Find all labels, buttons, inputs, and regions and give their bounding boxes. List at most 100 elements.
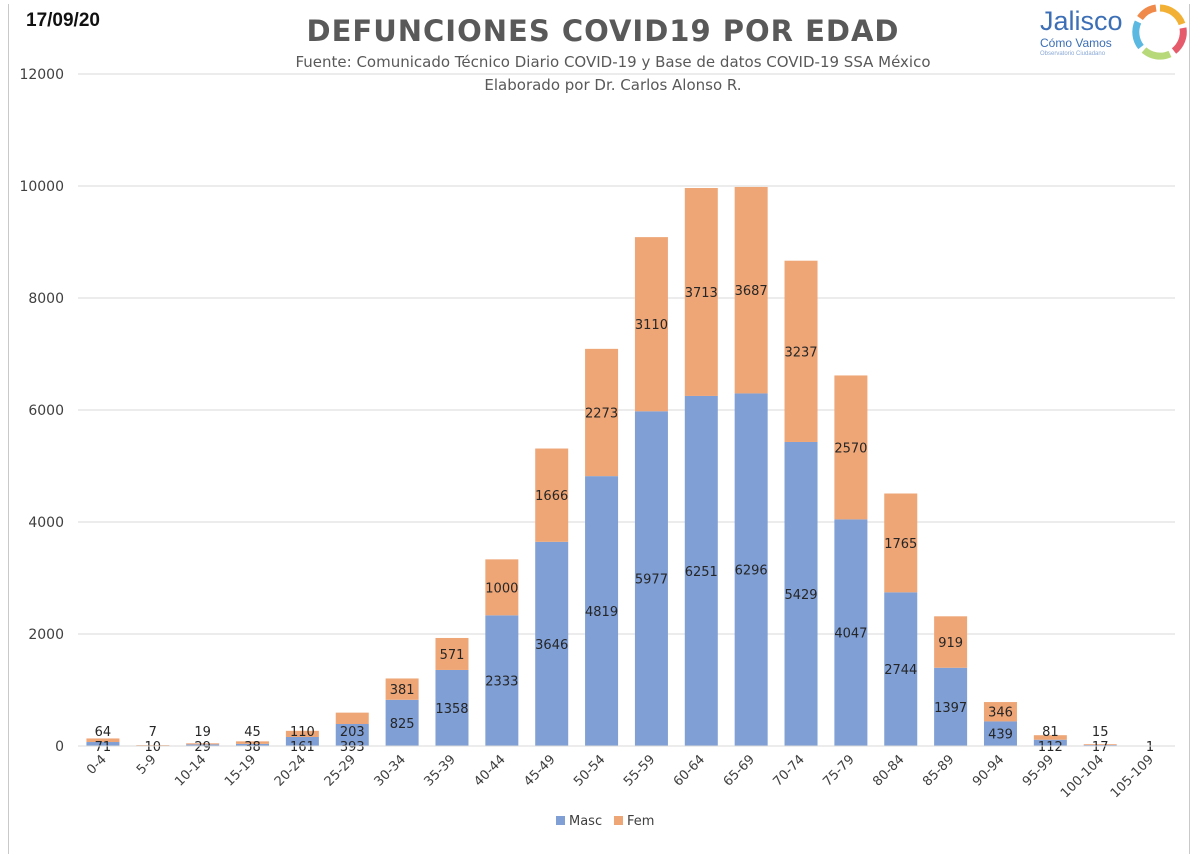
bar-fem — [435, 637, 469, 670]
y-tick-label: 10000 — [19, 179, 64, 195]
data-label-masc: 29 — [194, 740, 211, 755]
bar-masc — [983, 721, 1017, 746]
bar-fem — [1033, 735, 1067, 740]
data-label-masc: 112 — [1038, 740, 1063, 755]
data-label-masc: 1358 — [435, 702, 468, 717]
data-label-fem: 2273 — [585, 406, 618, 421]
data-label-fem: 81 — [1042, 725, 1059, 740]
data-label-masc: 71 — [95, 740, 112, 755]
bar-fem — [884, 493, 918, 593]
bar-masc — [186, 744, 220, 746]
bar-fem — [186, 743, 220, 745]
bar-masc — [684, 395, 718, 746]
data-label-masc: 4047 — [834, 627, 867, 642]
bar-fem — [236, 741, 270, 744]
x-tick-label: 100-104 — [1058, 752, 1107, 801]
legend: Masc Fem — [556, 814, 654, 829]
x-tick-label: 20-24 — [272, 752, 309, 789]
x-tick-label: 5-9 — [134, 752, 160, 778]
bar-masc — [585, 476, 619, 746]
y-tick-label: 8000 — [28, 291, 64, 307]
bar-masc — [86, 742, 120, 746]
bar-fem — [285, 730, 319, 737]
data-label-masc: 3646 — [535, 638, 568, 653]
x-tick-label: 25-29 — [322, 752, 359, 789]
bars — [86, 186, 1167, 746]
data-label-masc: 6296 — [735, 564, 768, 579]
data-label-fem: 3713 — [685, 286, 718, 301]
bar-fem — [934, 616, 968, 668]
data-label-masc: 6251 — [685, 565, 718, 580]
chart-subtitle-source: Fuente: Comunicado Técnico Diario COVID-… — [295, 53, 931, 71]
data-label-masc: 1397 — [934, 701, 967, 716]
bar-masc — [934, 667, 968, 746]
x-tick-label: 30-34 — [372, 752, 409, 789]
data-label-masc: 38 — [244, 740, 261, 755]
bar-masc — [884, 592, 918, 746]
x-tick-label: 75-79 — [820, 752, 857, 789]
x-tick-label: 95-99 — [1020, 752, 1057, 789]
legend-swatch-masc — [556, 816, 565, 825]
data-label-fem: 3237 — [784, 345, 817, 360]
bar-masc — [236, 743, 270, 746]
date-label: 17/09/20 — [26, 10, 100, 31]
bar-masc — [834, 519, 868, 746]
data-label-fem: 203 — [340, 725, 365, 740]
bar-masc — [485, 615, 519, 746]
data-label-fem: 381 — [390, 683, 415, 698]
bar-masc — [1033, 739, 1067, 746]
bar-fem — [734, 186, 768, 394]
data-label-masc: 1 — [1146, 740, 1154, 755]
bar-fem — [86, 738, 120, 743]
x-tick-label: 60-64 — [671, 752, 708, 789]
data-label-fem: 2570 — [834, 441, 867, 456]
data-label-masc: 825 — [390, 717, 415, 732]
data-label-masc: 5977 — [635, 573, 668, 588]
data-label-fem: 3110 — [635, 318, 668, 333]
bar-fem — [335, 712, 369, 724]
x-tick-label: 85-89 — [920, 752, 957, 789]
data-label-fem: 64 — [95, 725, 112, 740]
x-tick-label: 65-69 — [721, 752, 758, 789]
x-tick-label: 90-94 — [970, 752, 1007, 789]
data-label-masc: 439 — [988, 728, 1013, 743]
gridlines — [78, 73, 1175, 635]
logo-name: Jalisco — [1040, 6, 1123, 36]
x-tick-label: 70-74 — [771, 752, 808, 789]
bar-masc — [385, 699, 419, 746]
legend-label-fem: Fem — [627, 814, 654, 829]
data-label-fem: 45 — [244, 725, 261, 740]
data-label-fem: 15 — [1092, 725, 1109, 740]
x-tick-label: 45-49 — [521, 752, 558, 789]
x-tick-label: 35-39 — [421, 752, 458, 789]
bar-fem — [535, 448, 569, 542]
logo-small-text: Observatorio Ciudadano — [1040, 51, 1106, 57]
legend-label-masc: Masc — [569, 814, 602, 829]
x-tick-label: 105-109 — [1108, 752, 1157, 801]
x-tick-label: 10-14 — [172, 752, 209, 789]
jalisco-logo: Jalisco Cómo Vamos Observatorio Ciudadan… — [1032, 2, 1192, 64]
data-label-fem: 1666 — [535, 489, 568, 504]
y-tick-label: 12000 — [19, 67, 64, 83]
bar-fem — [585, 348, 619, 477]
x-tick-label: 55-59 — [621, 752, 658, 789]
data-label-masc: 393 — [340, 740, 365, 755]
data-label-fem: 19 — [194, 725, 211, 740]
data-label-masc: 2333 — [485, 675, 518, 690]
bar-fem — [784, 260, 818, 442]
bar-masc — [335, 723, 369, 746]
bar-fem — [385, 678, 419, 700]
data-label-fem: 919 — [938, 636, 963, 651]
data-label-fem: 1765 — [884, 537, 917, 552]
x-tick-label: 15-19 — [222, 752, 259, 789]
x-tick-label: 0-4 — [84, 752, 110, 778]
y-tick-label: 2000 — [28, 627, 64, 643]
bar-masc — [435, 669, 469, 746]
y-tick-label: 0 — [55, 739, 64, 755]
bar-masc — [285, 736, 319, 746]
bar-fem — [983, 702, 1017, 722]
data-label-fem: 346 — [988, 706, 1013, 721]
data-label-masc: 2744 — [884, 663, 917, 678]
bar-masc — [535, 541, 569, 746]
